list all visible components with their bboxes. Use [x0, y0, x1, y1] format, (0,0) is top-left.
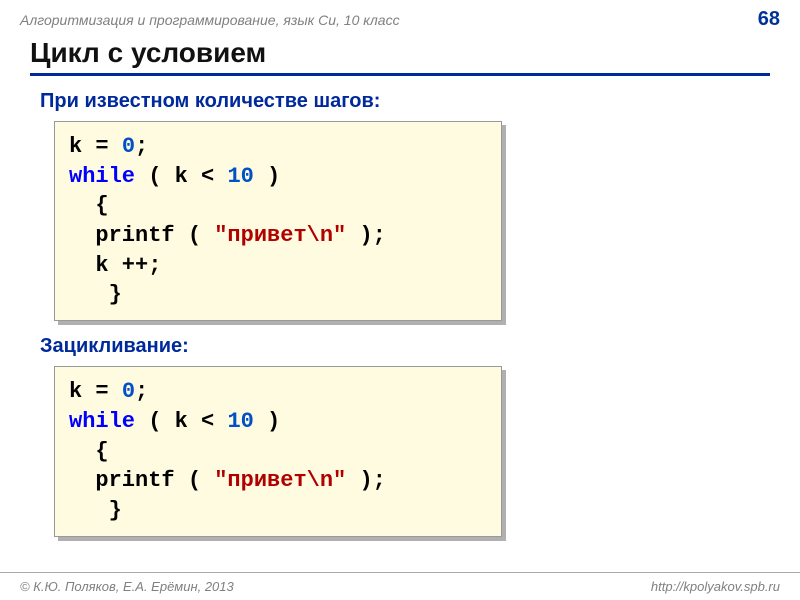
token-num: 10 — [227, 164, 253, 189]
footer-url: http://kpolyakov.spb.ru — [651, 579, 780, 594]
token-default: ); — [346, 468, 386, 493]
code-block-2: k = 0; while ( k < 10 ) { printf ( "прив… — [54, 366, 502, 536]
token-str: "привет\n" — [214, 468, 346, 493]
section1-heading: При известном количестве шагов: — [40, 90, 800, 113]
slide-footer: © К.Ю. Поляков, Е.А. Ерёмин, 2013 http:/… — [0, 572, 800, 594]
code-line: k ++; — [69, 253, 161, 278]
code-line: printf ( "привет\n" ); — [69, 223, 386, 248]
token-default: ) — [254, 409, 280, 434]
token-default: ( k < — [135, 164, 227, 189]
section2-heading: Зацикливание: — [40, 335, 800, 358]
code-line: { — [69, 439, 109, 464]
token-default: k = — [69, 379, 122, 404]
code-line: } — [69, 282, 122, 307]
token-default: } — [109, 282, 122, 307]
token-default: { — [95, 193, 108, 218]
slide-header: Алгоритмизация и программирование, язык … — [0, 0, 800, 31]
token-default: ( k < — [135, 409, 227, 434]
copyright-text: © К.Ю. Поляков, Е.А. Ерёмин, 2013 — [20, 579, 234, 594]
token-default: ; — [135, 134, 148, 159]
token-default: printf ( — [95, 468, 214, 493]
token-default: } — [109, 498, 122, 523]
code-block-1: k = 0; while ( k < 10 ) { printf ( "прив… — [54, 121, 502, 321]
code-line: while ( k < 10 ) — [69, 164, 280, 189]
code-line: printf ( "привет\n" ); — [69, 468, 386, 493]
token-default: k = — [69, 134, 122, 159]
token-num: 10 — [227, 409, 253, 434]
code-line: } — [69, 498, 122, 523]
code-line: while ( k < 10 ) — [69, 409, 280, 434]
token-kw: while — [69, 164, 135, 189]
breadcrumb: Алгоритмизация и программирование, язык … — [20, 12, 400, 28]
token-default: ) — [254, 164, 280, 189]
token-num: 0 — [122, 379, 135, 404]
code-line: k = 0; — [69, 134, 148, 159]
token-default: printf ( — [95, 223, 214, 248]
code-line: k = 0; — [69, 379, 148, 404]
token-default: k ++; — [95, 253, 161, 278]
token-default: ; — [135, 379, 148, 404]
token-kw: while — [69, 409, 135, 434]
page-title: Цикл с условием — [30, 37, 770, 76]
token-str: "привет\n" — [214, 223, 346, 248]
code-line: { — [69, 193, 109, 218]
page-number: 68 — [758, 8, 780, 31]
token-default: ); — [346, 223, 386, 248]
token-num: 0 — [122, 134, 135, 159]
token-default: { — [95, 439, 108, 464]
